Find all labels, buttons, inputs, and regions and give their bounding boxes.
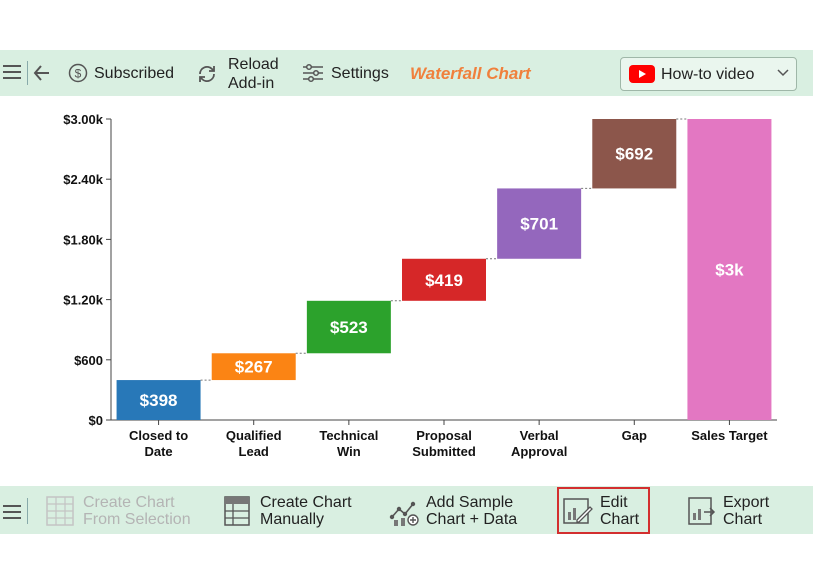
toolbar-divider — [27, 61, 28, 85]
how-to-video-dropdown[interactable]: How-to video — [620, 57, 797, 91]
export-chart-icon — [688, 496, 716, 526]
settings-label: Settings — [331, 64, 389, 82]
bottom-hamburger-menu-icon[interactable] — [2, 503, 22, 521]
edit-line2: Chart — [600, 511, 640, 528]
edit-chart-icon — [563, 496, 593, 526]
bar-value-label: $692 — [615, 145, 653, 164]
x-category-label: Proposal — [416, 428, 472, 443]
bottom-toolbar-divider — [27, 498, 28, 524]
create-from-selection-line2: From Selection — [83, 511, 191, 528]
bar-value-label: $523 — [330, 318, 368, 337]
table-selection-icon — [46, 496, 74, 526]
svg-text:$: $ — [75, 67, 82, 81]
x-category-label: Submitted — [412, 444, 476, 459]
waterfall-chart: $0 $600 $1.20k $1.80k $2.40k $3.00k $398 Closed… — [63, 112, 777, 459]
settings-sliders-icon — [302, 63, 324, 83]
x-category-label: Win — [337, 444, 361, 459]
y-tick-label: $0 — [89, 413, 103, 428]
youtube-icon — [629, 65, 655, 83]
waterfall-bar — [402, 258, 486, 301]
bar-value-label: $267 — [235, 358, 273, 377]
create-manually-line1: Create Chart — [260, 494, 352, 511]
x-category-label: Lead — [239, 444, 269, 459]
edit-chart-highlight — [557, 487, 650, 534]
reload-icon — [196, 63, 218, 85]
y-tick-label: $2.40k — [63, 172, 104, 187]
x-category-label: Gap — [622, 428, 647, 443]
x-category-label: Approval — [511, 444, 567, 459]
waterfall-bar — [687, 119, 772, 420]
edit-chart-button[interactable]: Edit Chart — [563, 494, 639, 528]
export-line1: Export — [723, 494, 770, 511]
settings-button[interactable]: Settings — [302, 62, 389, 84]
edit-line1: Edit — [600, 494, 628, 511]
export-chart-button[interactable]: Export Chart — [688, 494, 769, 528]
table-icon — [224, 496, 250, 526]
y-tick-label: $3.00k — [63, 112, 104, 127]
x-category-label: Verbal — [520, 428, 559, 443]
export-line2: Chart — [723, 511, 763, 528]
bar-value-label: $701 — [520, 215, 558, 234]
bar-value-label: $419 — [425, 271, 463, 290]
x-category-label: Sales Target — [691, 428, 768, 443]
x-category-label: Technical — [319, 428, 378, 443]
dollar-circle-icon: $ — [68, 63, 88, 83]
back-arrow-icon[interactable] — [33, 64, 51, 82]
x-category-label: Date — [144, 444, 172, 459]
x-category-label: Closed to — [129, 428, 188, 443]
create-chart-manually-button[interactable]: Create Chart Manually — [224, 494, 352, 528]
waterfall-bar — [116, 380, 201, 420]
create-from-selection-line1: Create Chart — [83, 494, 175, 511]
how-to-video-label: How-to video — [661, 66, 755, 83]
y-tick-label: $1.80k — [63, 232, 104, 247]
app-brand-title: Waterfall Chart — [410, 64, 531, 83]
waterfall-bar — [497, 188, 582, 259]
waterfall-bar — [592, 119, 677, 189]
y-tick-label: $1.20k — [63, 293, 104, 308]
waterfall-bar — [211, 353, 296, 381]
x-category-label: Qualified — [226, 428, 282, 443]
add-sample-chart-button[interactable]: Add Sample Chart + Data — [389, 494, 517, 528]
hamburger-menu-icon[interactable] — [2, 63, 22, 81]
chevron-down-icon — [777, 69, 789, 77]
y-tick-label: $600 — [74, 353, 103, 368]
bar-value-label: $398 — [140, 391, 178, 410]
subscribed-label: Subscribed — [94, 64, 175, 82]
add-sample-line2: Chart + Data — [426, 511, 518, 528]
bar-value-label: $3k — [715, 261, 744, 280]
bottom-toolbar — [0, 486, 813, 534]
create-manually-line2: Manually — [260, 511, 325, 528]
sample-chart-add-icon — [389, 495, 419, 527]
reload-addin-button[interactable]: Reload Add-in — [196, 54, 279, 94]
subscribed-button[interactable]: $ Subscribed — [68, 62, 174, 84]
reload-label-line2: Add-in — [228, 75, 275, 92]
create-chart-from-selection-button[interactable]: Create Chart From Selection — [46, 494, 191, 528]
waterfall-bar — [306, 300, 391, 354]
reload-label-line1: Reload — [228, 56, 279, 73]
add-sample-line1: Add Sample — [426, 494, 514, 511]
